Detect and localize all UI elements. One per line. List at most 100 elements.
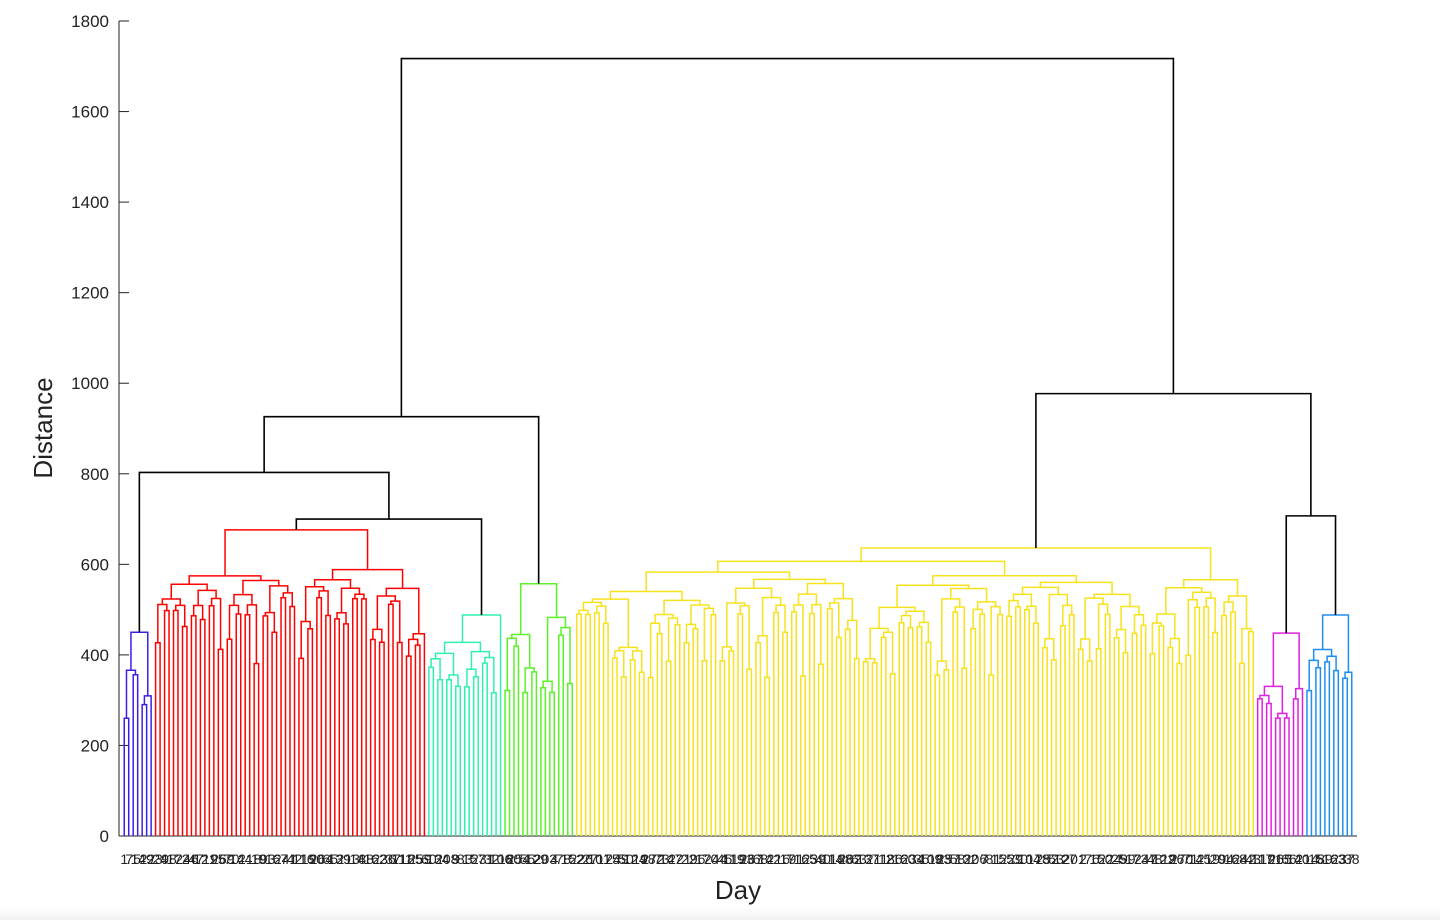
- leaf-label: 75: [125, 851, 141, 867]
- link: [1194, 606, 1201, 836]
- link: [806, 582, 845, 599]
- link: [943, 669, 950, 836]
- cluster-4: [575, 547, 1254, 836]
- link: [246, 604, 258, 664]
- link: [1326, 655, 1337, 671]
- link: [1259, 694, 1270, 704]
- link: [1059, 625, 1066, 836]
- link: [1044, 637, 1055, 660]
- link: [703, 607, 715, 661]
- leaf-label: 4: [550, 851, 558, 867]
- leaf-label: 206: [964, 851, 988, 867]
- link: [378, 641, 385, 836]
- link: [1221, 614, 1228, 836]
- link: [799, 675, 806, 836]
- leaf-label: 190: [301, 851, 325, 867]
- leaf-label: 237: [1331, 851, 1355, 867]
- link: [896, 584, 970, 608]
- leaf-label: 165: [794, 851, 818, 867]
- leaf-label: 27: [582, 851, 598, 867]
- leaf-label: 264: [310, 851, 334, 867]
- link: [739, 605, 750, 670]
- leaf-labels: 1751492232498172246471211952697014421819…: [120, 851, 1359, 867]
- link: [463, 686, 470, 836]
- leaf-label: 2: [1079, 851, 1087, 867]
- link: [1006, 615, 1013, 836]
- y-tick-label: 400: [81, 646, 109, 665]
- link: [833, 597, 853, 621]
- leaf-label: 53: [1048, 851, 1064, 867]
- y-tick-label: 1200: [71, 284, 109, 303]
- leaf-label: 12: [878, 851, 894, 867]
- leaf-label: 9: [452, 851, 460, 867]
- link: [1176, 662, 1183, 836]
- link: [1023, 608, 1030, 836]
- link: [396, 641, 403, 836]
- link: [385, 587, 420, 634]
- cluster-5: [1256, 632, 1304, 836]
- leaf-label: 114: [821, 851, 844, 867]
- leaf-label: 119: [722, 851, 745, 867]
- upper-link: [138, 471, 390, 633]
- link: [988, 674, 995, 836]
- leaf-label: 78: [555, 851, 571, 867]
- leaf-label: 68: [753, 851, 769, 867]
- leaf-label: 132: [955, 851, 979, 867]
- link: [387, 603, 394, 836]
- link: [752, 578, 827, 589]
- link: [1342, 677, 1349, 836]
- leaf-label: 109: [919, 851, 943, 867]
- leaf-label: 211: [866, 851, 889, 867]
- link: [638, 671, 645, 836]
- link: [961, 667, 968, 836]
- link: [1104, 613, 1111, 836]
- link: [519, 583, 558, 635]
- leaf-label: 163: [1322, 851, 1346, 867]
- link: [1039, 581, 1113, 595]
- link: [372, 628, 383, 643]
- link: [710, 614, 717, 836]
- link: [1133, 613, 1145, 634]
- leaf-label: 134: [426, 851, 450, 867]
- leaf-label: 160: [892, 851, 916, 867]
- link: [898, 622, 905, 836]
- link: [602, 622, 609, 836]
- link: [905, 610, 925, 623]
- leaf-label: 173: [1125, 851, 1149, 867]
- leaf-label: 236: [372, 851, 396, 867]
- link: [1223, 601, 1234, 616]
- link: [793, 604, 804, 677]
- link: [835, 636, 842, 836]
- link: [701, 659, 708, 836]
- link: [331, 568, 404, 589]
- leaf-label: 99: [1120, 851, 1136, 867]
- link: [1256, 698, 1263, 836]
- leaf-label: 42: [287, 851, 303, 867]
- link: [190, 615, 197, 836]
- link: [242, 579, 280, 595]
- leaf-label: 203: [534, 851, 558, 867]
- y-tick-label: 1800: [71, 12, 109, 31]
- link: [428, 666, 435, 836]
- link: [647, 676, 654, 836]
- link: [513, 645, 520, 836]
- leaf-label: 19: [251, 851, 267, 867]
- link: [1068, 613, 1075, 836]
- link: [504, 689, 511, 836]
- link: [864, 658, 876, 663]
- link: [1263, 685, 1284, 714]
- link: [970, 627, 977, 836]
- link: [853, 657, 860, 836]
- link: [484, 656, 495, 693]
- link: [298, 657, 305, 836]
- leaf-label: 117: [1251, 851, 1274, 867]
- leaf-label: 45: [717, 851, 733, 867]
- leaf-label: 38: [1344, 851, 1360, 867]
- link: [880, 636, 887, 836]
- leaf-label: 104: [1018, 851, 1042, 867]
- leaf-label: 32: [484, 851, 500, 867]
- link: [692, 627, 699, 836]
- leaf-label: 93: [260, 851, 276, 867]
- cluster-6: [1306, 614, 1353, 836]
- leaf-label: 106: [489, 851, 513, 867]
